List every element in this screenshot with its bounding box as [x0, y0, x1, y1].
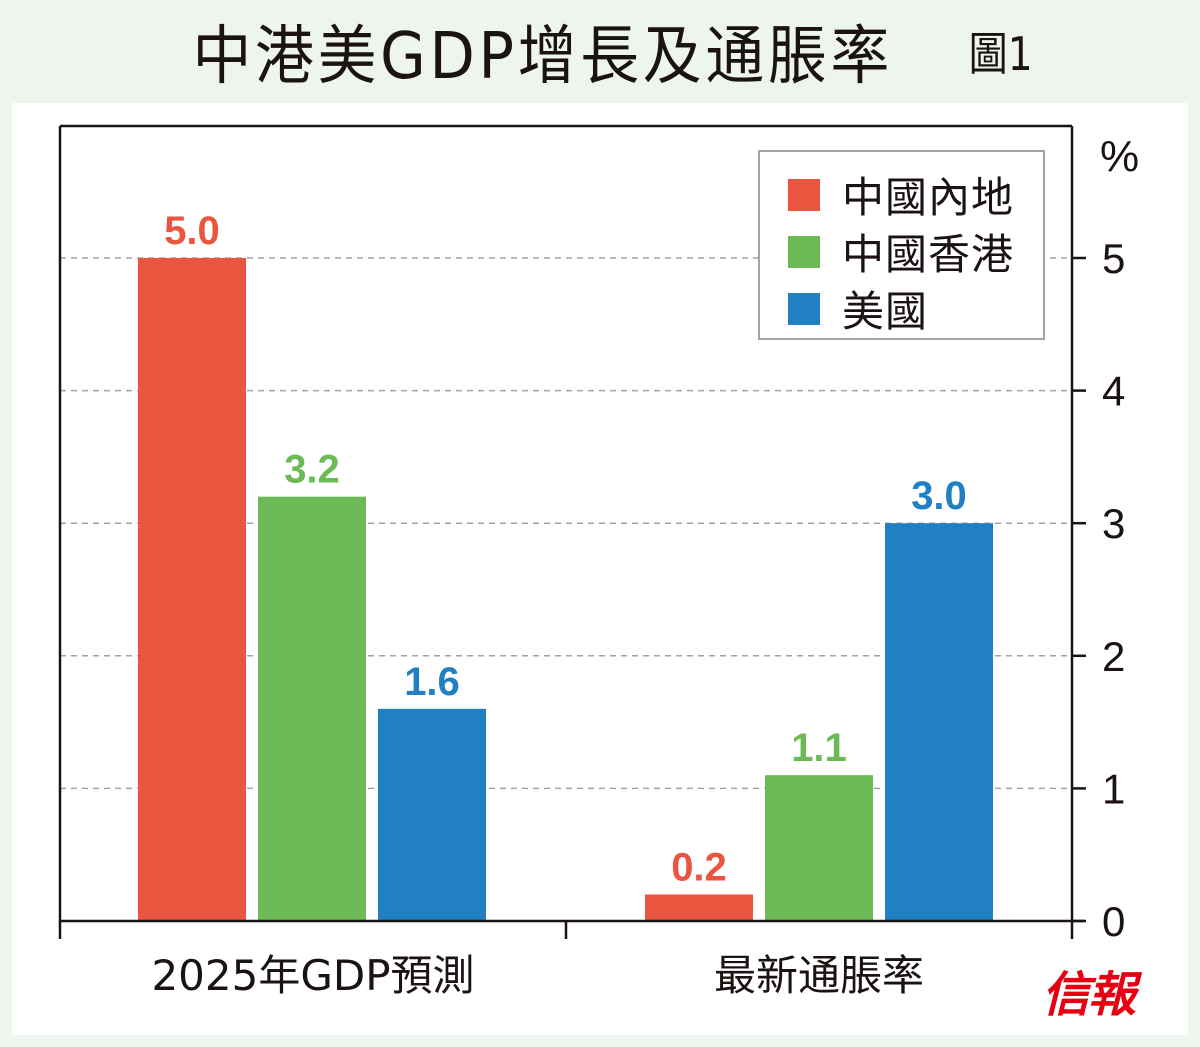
y-axis-unit: %	[1100, 132, 1140, 181]
figure-label: 圖1	[968, 27, 1033, 81]
chart-title: 中港美GDP增長及通脹率 圖1	[0, 6, 1200, 96]
data-label: 3.2	[284, 448, 340, 492]
bar	[645, 894, 753, 921]
legend: 中國內地 中國香港 美國	[758, 150, 1045, 340]
y-tick-label: 5	[1102, 235, 1125, 282]
legend-item-hongkong: 中國香港	[760, 223, 1043, 280]
chart-title-text: 中港美GDP增長及通脹率	[192, 20, 893, 94]
legend-swatch-hongkong	[788, 235, 820, 268]
legend-label: 中國香港	[842, 230, 1015, 279]
y-tick-label: 0	[1102, 898, 1125, 945]
data-label: 0.2	[671, 845, 727, 889]
category-label: 最新通脹率	[714, 951, 924, 1000]
legend-item-china: 中國內地	[760, 166, 1043, 223]
legend-label: 中國內地	[842, 173, 1015, 222]
data-label: 3.0	[911, 474, 967, 518]
y-tick-label: 4	[1102, 368, 1125, 415]
category-label: 2025年GDP預測	[151, 951, 474, 1000]
data-label: 5.0	[164, 209, 220, 253]
bar	[258, 496, 366, 921]
legend-item-usa: 美國	[760, 280, 1043, 337]
y-tick-label: 3	[1102, 500, 1125, 547]
hkej-logo: 信報	[1041, 967, 1136, 1023]
data-label: 1.1	[791, 726, 847, 770]
y-tick-label: 2	[1102, 633, 1125, 680]
legend-swatch-china	[788, 178, 820, 211]
bar	[765, 775, 873, 921]
bar	[885, 523, 993, 921]
bar	[378, 708, 486, 921]
data-label: 1.6	[404, 660, 460, 704]
bar	[138, 258, 246, 921]
legend-label: 美國	[842, 287, 929, 336]
y-tick-label: 1	[1102, 765, 1125, 812]
legend-swatch-usa	[788, 292, 820, 325]
